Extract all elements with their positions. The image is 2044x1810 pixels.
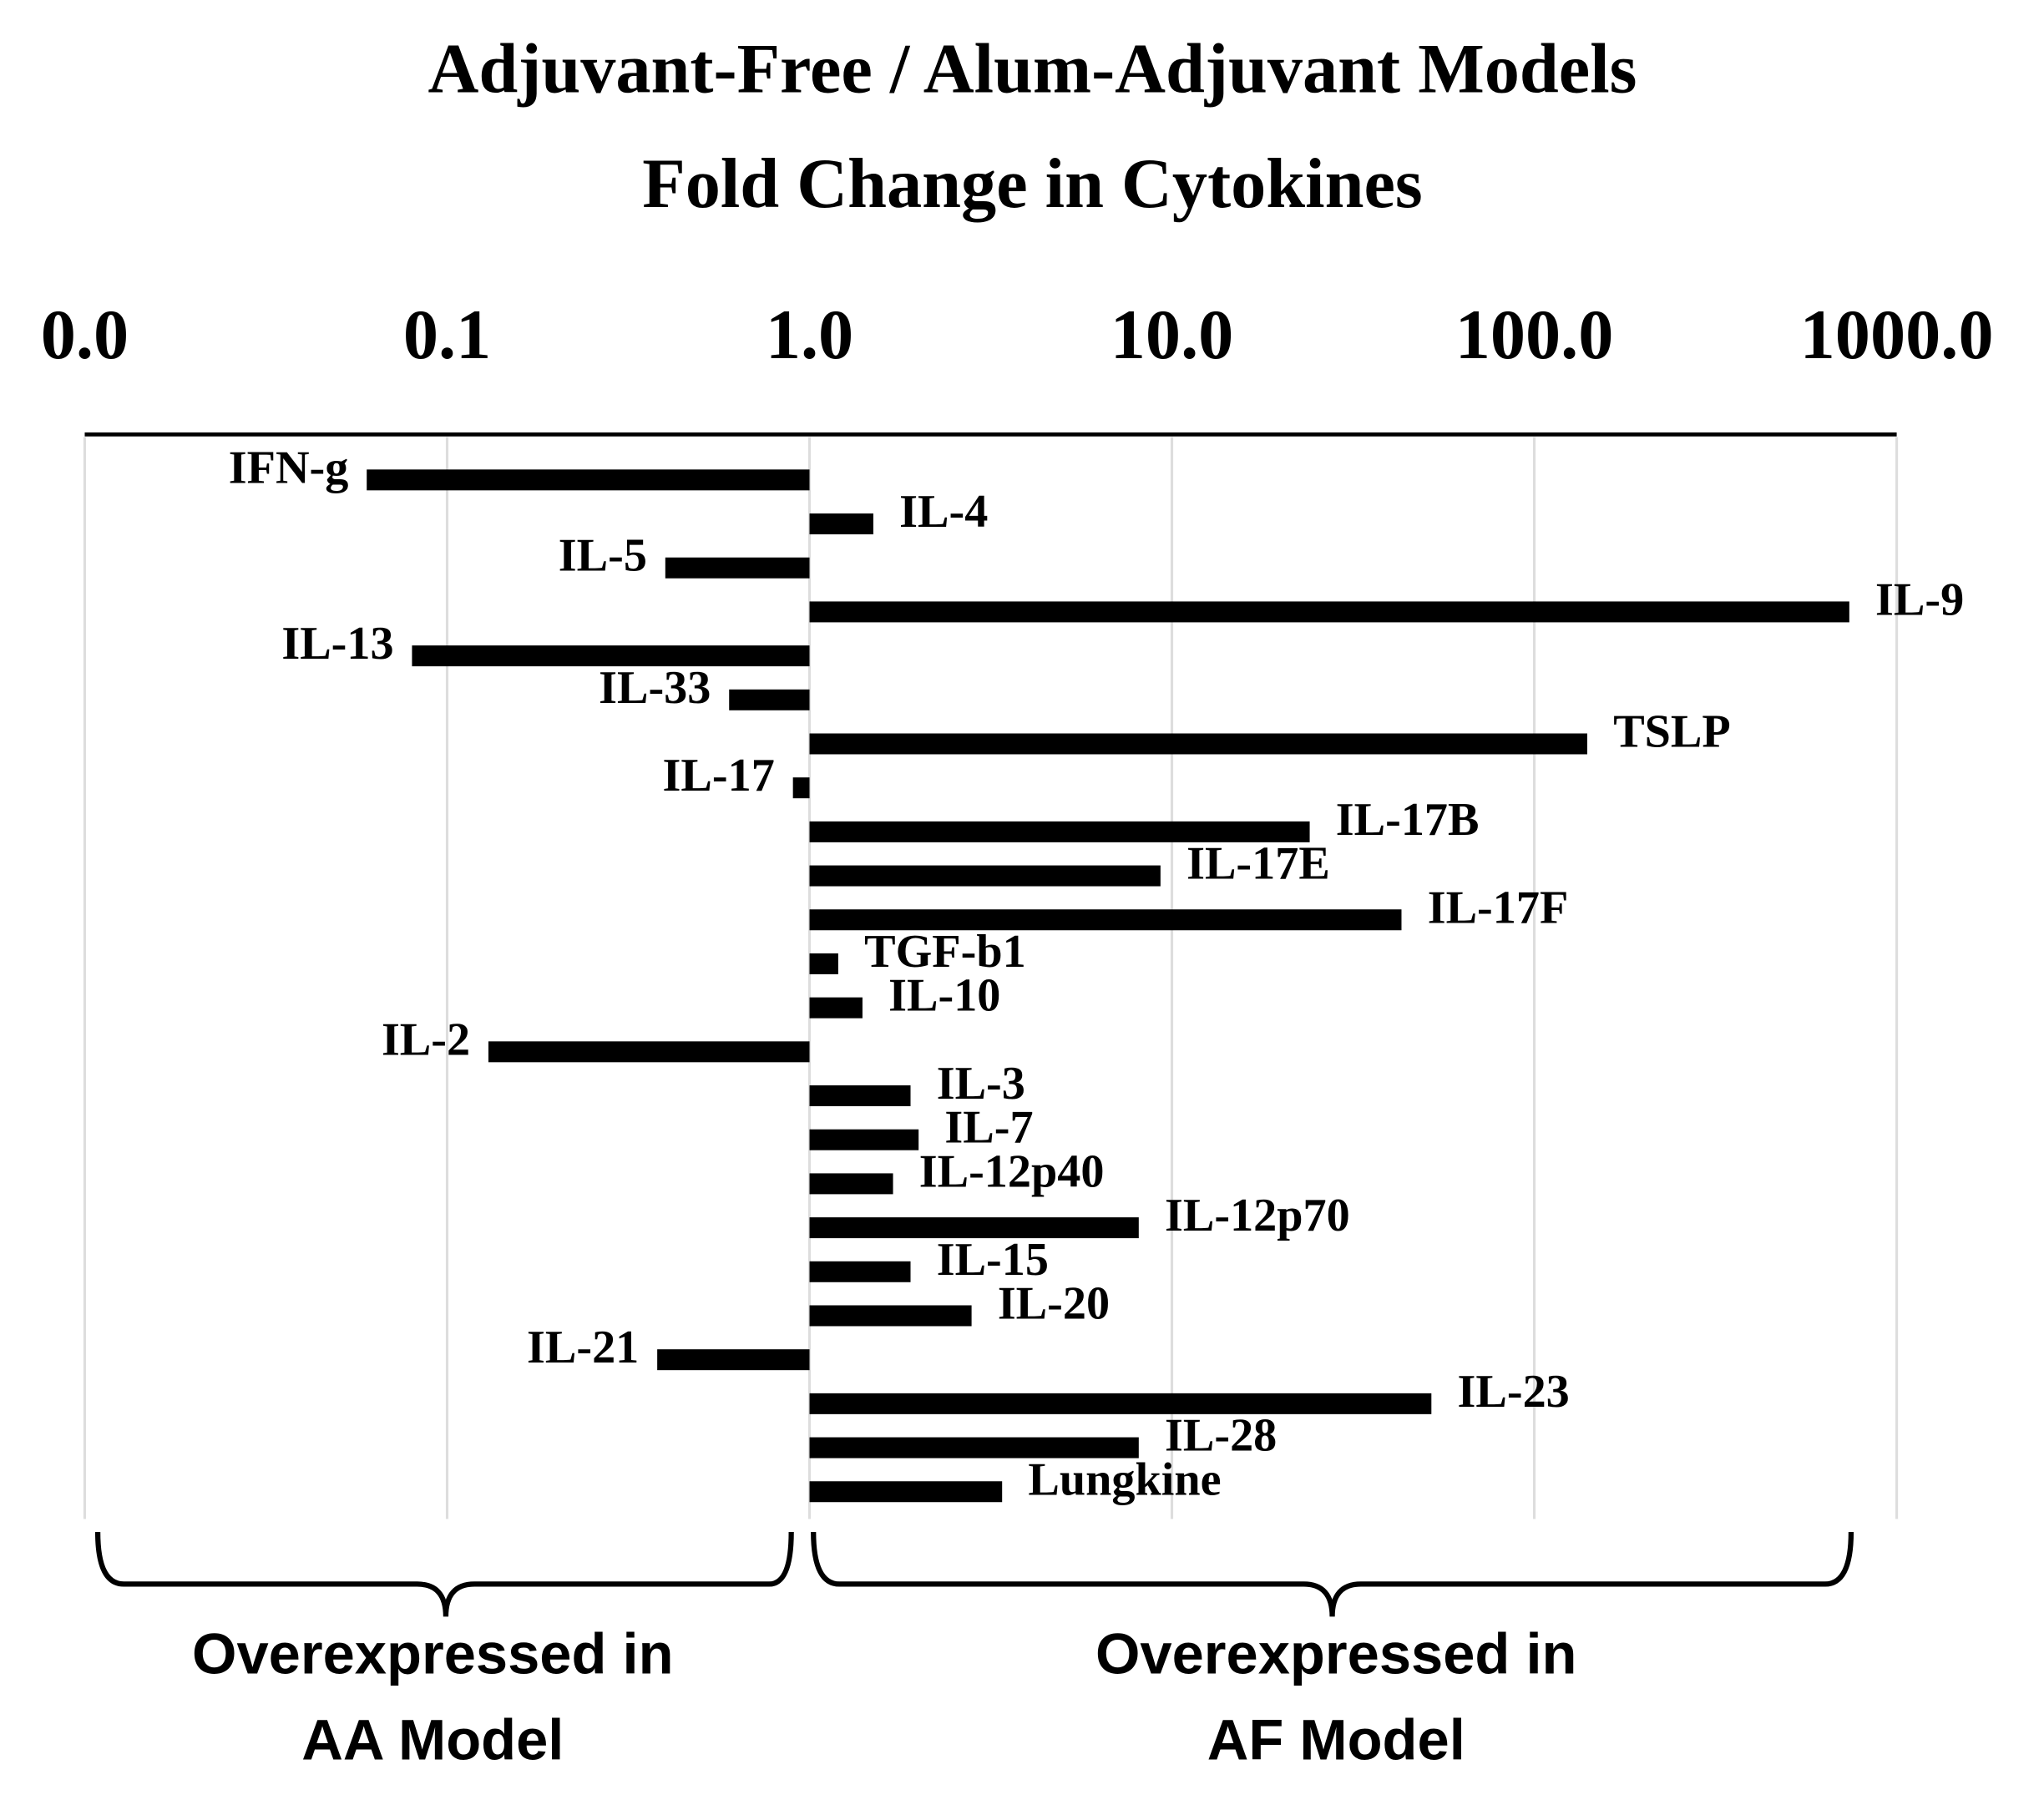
x-tick-label: 100.0 xyxy=(1455,296,1614,374)
bar xyxy=(809,865,1161,887)
bar-label: IL-17B xyxy=(1336,794,1480,846)
bar-label: IL-23 xyxy=(1458,1366,1570,1418)
bar-label: IL-21 xyxy=(527,1322,639,1373)
bar-label: IL-4 xyxy=(899,486,988,538)
chart-title: Fold Change in Cytokines xyxy=(642,145,1422,223)
bar xyxy=(809,997,863,1019)
bar xyxy=(809,601,1849,623)
bar-label: IL-28 xyxy=(1165,1410,1277,1462)
bar-label: IFN-g xyxy=(229,442,349,493)
bar-label: IL-10 xyxy=(888,970,1000,1022)
bar xyxy=(809,1217,1139,1239)
x-tick-label: 0.0 xyxy=(41,296,129,374)
bar xyxy=(809,953,838,974)
annotation: Overexpressed in xyxy=(192,1622,674,1686)
bar xyxy=(792,777,810,799)
bracket xyxy=(811,1531,1854,1617)
bar xyxy=(809,733,1587,755)
bar xyxy=(657,1349,810,1371)
bar xyxy=(809,821,1310,842)
bar xyxy=(809,1173,893,1195)
bar-label: IL-17F xyxy=(1428,882,1569,933)
bar-label: IL-7 xyxy=(944,1102,1033,1154)
chart-title: Adjuvant-Free / Alum-Adjuvant Models xyxy=(428,30,1637,108)
bar-label: IL-20 xyxy=(998,1278,1110,1330)
bar-label: IL-17E xyxy=(1186,838,1330,890)
bar xyxy=(367,469,810,491)
bar-label: IL-2 xyxy=(382,1014,470,1065)
bar xyxy=(809,1393,1432,1414)
bar-label: IL-9 xyxy=(1875,574,1964,625)
annotation: AA Model xyxy=(301,1708,564,1772)
annotation: AF Model xyxy=(1207,1708,1465,1772)
bar-label: IL-33 xyxy=(599,662,711,714)
bar-label: IL-12p40 xyxy=(919,1145,1105,1197)
bar-label: TSLP xyxy=(1613,706,1731,758)
annotation: Overexpressed in xyxy=(1095,1622,1577,1686)
bar-label: IL-13 xyxy=(281,618,393,670)
bar-label: IL-15 xyxy=(937,1234,1049,1286)
bar xyxy=(488,1041,810,1063)
bar xyxy=(809,909,1402,931)
bar xyxy=(809,1481,1003,1503)
bar xyxy=(809,1085,911,1107)
x-tick-label: 0.1 xyxy=(403,296,491,374)
bar-label: IL-3 xyxy=(937,1058,1025,1110)
bar xyxy=(809,1437,1139,1459)
bar xyxy=(412,645,810,667)
bracket xyxy=(94,1531,794,1617)
bar xyxy=(809,1261,911,1282)
bar xyxy=(729,689,810,710)
bar xyxy=(809,513,873,535)
x-tick-label: 1.0 xyxy=(766,296,853,374)
bar xyxy=(809,1129,919,1150)
bar xyxy=(665,557,810,579)
bar-label: IL-5 xyxy=(559,530,647,582)
bar-label: IL-12p70 xyxy=(1165,1190,1350,1241)
x-tick-label: 10.0 xyxy=(1111,296,1234,374)
bar-label: TGF-b1 xyxy=(864,926,1026,978)
x-tick-label: 1000.0 xyxy=(1800,296,1994,374)
bar-label: Lungkine xyxy=(1028,1454,1221,1505)
bar-label: IL-17 xyxy=(663,750,775,801)
bar xyxy=(809,1305,972,1327)
